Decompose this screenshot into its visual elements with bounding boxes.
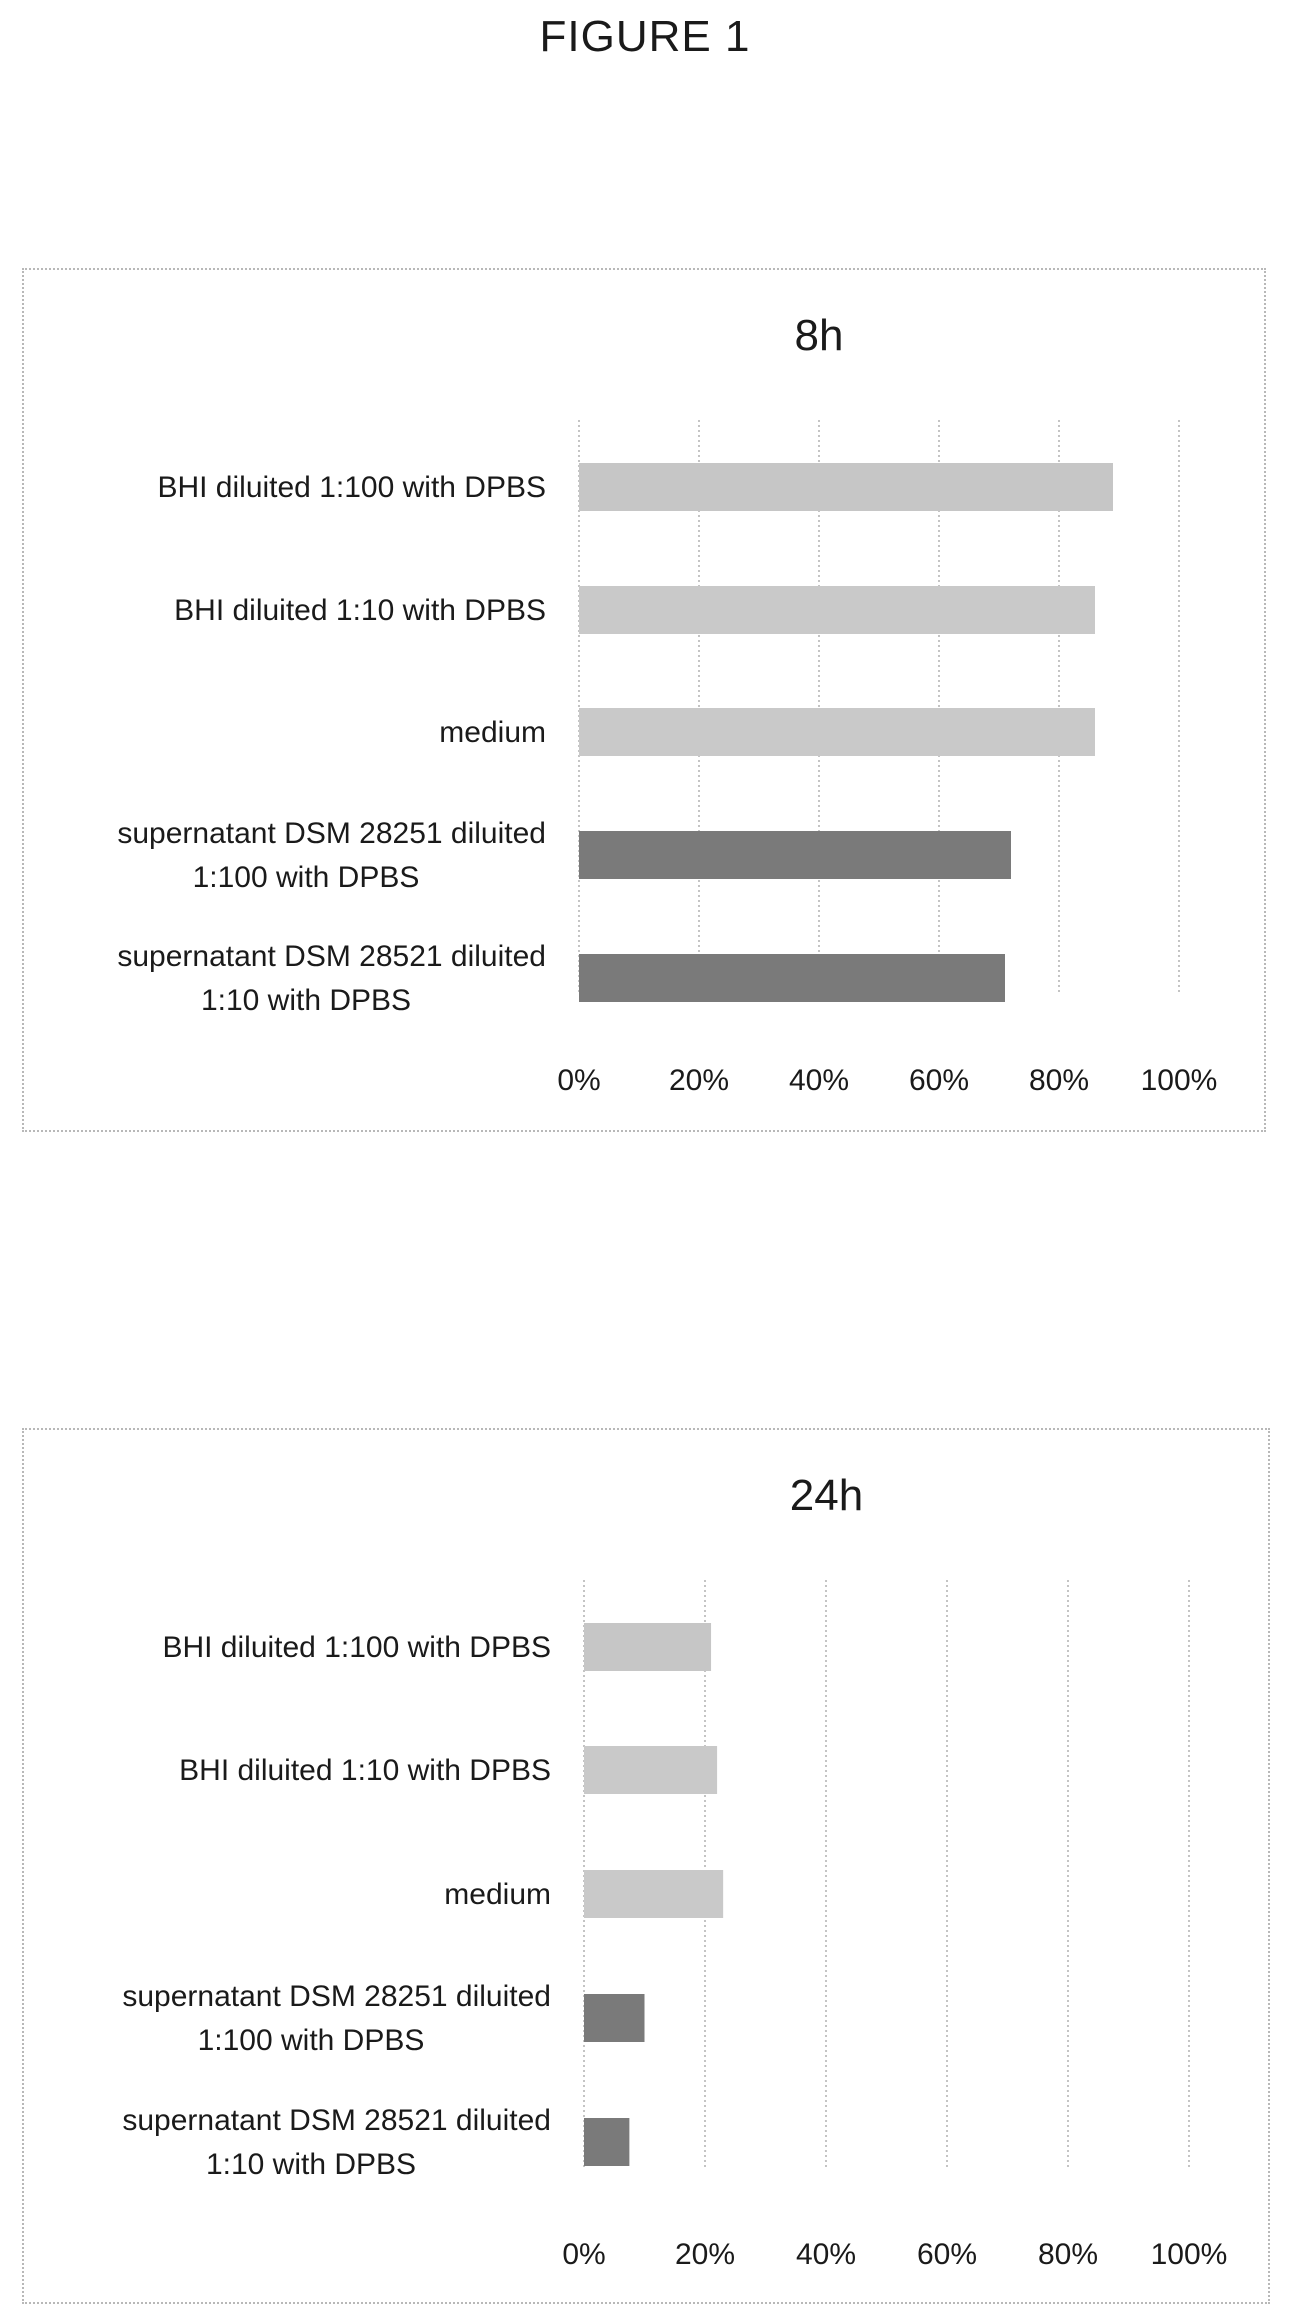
category-label: BHI diluited 1:10 with DPBS [174,594,546,627]
x-tick-label: 40% [789,1064,849,1097]
x-tick-label: 80% [1038,2238,1098,2271]
bar [584,1746,718,1794]
bar [579,954,1005,1002]
x-tick-label: 100% [1151,2238,1228,2271]
bar [579,708,1095,756]
category-label: supernatant DSM 28251 diluited [117,817,546,850]
x-tick-label: 0% [557,1064,600,1097]
bar [579,586,1095,634]
x-tick-label: 60% [909,1064,969,1097]
category-label: BHI diluited 1:100 with DPBS [157,471,546,504]
bar [584,1870,724,1918]
bar [579,831,1011,879]
chart-title: 8h [795,311,844,360]
category-label: supernatant DSM 28521 diluited [117,940,546,973]
bar [584,2118,630,2166]
category-label: medium [444,1878,551,1911]
x-tick-label: 100% [1141,1064,1218,1097]
category-label: medium [439,716,546,749]
bar-chart-24h: 24h 0% 20% 40% 60% 80% 100% BHI diluited 1:100 … [122,1471,1228,2271]
category-label: 1:10 with DPBS [206,2148,416,2181]
chart-panel-8h: 8h 0% 20% 40% 60% 80% 100% BHI diluited 1:100 w… [22,268,1266,1132]
category-label: supernatant DSM 28251 diluited [122,1980,551,2013]
bar [579,463,1113,511]
category-label: 1:100 with DPBS [193,861,420,894]
category-label: 1:100 with DPBS [198,2024,425,2057]
x-tick-label: 20% [675,2238,735,2271]
x-tick-label: 0% [562,2238,605,2271]
bar [584,1994,645,2042]
chart-panel-24h: 24h 0% 20% 40% 60% 80% 100% BHI diluited 1:100 … [22,1428,1270,2304]
figure-title: FIGURE 1 [539,12,751,61]
x-tick-label: 20% [669,1064,729,1097]
category-label: BHI diluited 1:10 with DPBS [179,1754,551,1787]
chart-title: 24h [790,1471,863,1520]
bar-chart-8h: 8h 0% 20% 40% 60% 80% 100% BHI diluited 1:100 w… [117,311,1218,1097]
x-tick-label: 40% [796,2238,856,2271]
x-tick-label: 60% [917,2238,977,2271]
category-label: 1:10 with DPBS [201,984,411,1017]
bar [584,1623,712,1671]
x-tick-label: 80% [1029,1064,1089,1097]
category-label: BHI diluited 1:100 with DPBS [162,1631,551,1664]
category-label: supernatant DSM 28521 diluited [122,2104,551,2137]
